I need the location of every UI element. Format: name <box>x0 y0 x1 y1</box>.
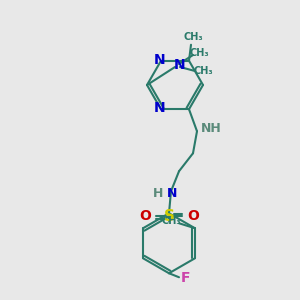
Text: N: N <box>154 53 166 67</box>
Text: CH₃: CH₃ <box>189 48 209 58</box>
Text: O: O <box>187 209 199 223</box>
Text: S: S <box>164 209 175 224</box>
Text: CH₃: CH₃ <box>183 32 203 42</box>
Text: NH: NH <box>201 122 221 135</box>
Text: N: N <box>154 101 166 115</box>
Text: CH₃: CH₃ <box>193 66 213 76</box>
Text: N: N <box>167 187 177 200</box>
Text: H: H <box>153 187 163 200</box>
Text: O: O <box>139 209 151 223</box>
Text: CH₃: CH₃ <box>161 216 181 226</box>
Text: F: F <box>181 271 191 285</box>
Text: N: N <box>174 58 186 72</box>
